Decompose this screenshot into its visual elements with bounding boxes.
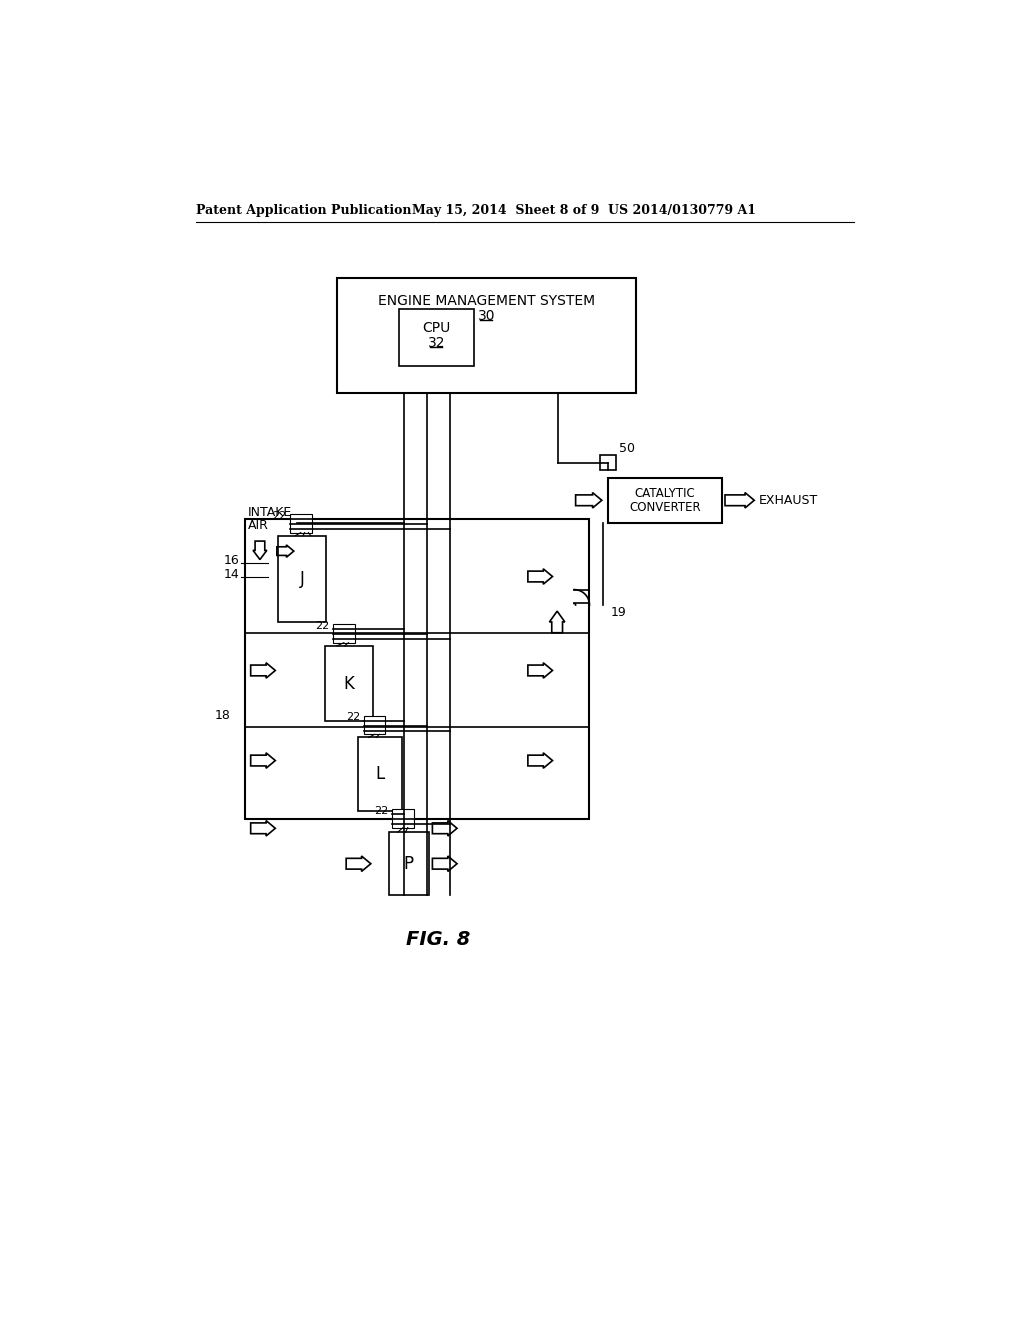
Bar [245,519,590,818]
Text: 16: 16 [224,554,240,566]
Text: 19: 19 [611,606,627,619]
Text: 32: 32 [427,337,445,350]
Text: L: L [376,766,385,783]
Bar [600,455,615,470]
Text: FIG. 8: FIG. 8 [407,931,471,949]
Bar [337,277,636,393]
Text: 22: 22 [346,713,360,722]
Text: US 2014/0130779 A1: US 2014/0130779 A1 [608,205,756,218]
Text: 50: 50 [618,442,635,455]
Text: 18: 18 [215,709,230,722]
Text: 30: 30 [477,309,495,323]
Text: 14: 14 [224,568,240,581]
Bar [333,624,354,643]
Bar [290,515,311,533]
Text: P: P [403,855,414,873]
Bar [608,478,722,523]
Text: J: J [300,570,305,587]
Bar [388,832,429,895]
Text: CPU: CPU [422,321,451,335]
Bar [392,809,414,828]
Text: INTAKE: INTAKE [248,506,292,519]
Bar [357,738,402,810]
Text: May 15, 2014  Sheet 8 of 9: May 15, 2014 Sheet 8 of 9 [412,205,599,218]
Text: 22: 22 [271,511,286,520]
Bar [364,715,385,734]
Bar [398,309,474,367]
Text: ENGINE MANAGEMENT SYSTEM: ENGINE MANAGEMENT SYSTEM [378,294,595,308]
Text: CATALYTIC: CATALYTIC [635,487,695,500]
Text: 22: 22 [315,620,330,631]
Text: CONVERTER: CONVERTER [629,500,700,513]
Text: K: K [344,675,354,693]
Text: Patent Application Publication: Patent Application Publication [196,205,412,218]
Text: EXHAUST: EXHAUST [759,494,818,507]
Bar [279,536,326,622]
Text: AIR: AIR [248,519,268,532]
Text: 22: 22 [374,805,388,816]
Bar [326,645,373,721]
